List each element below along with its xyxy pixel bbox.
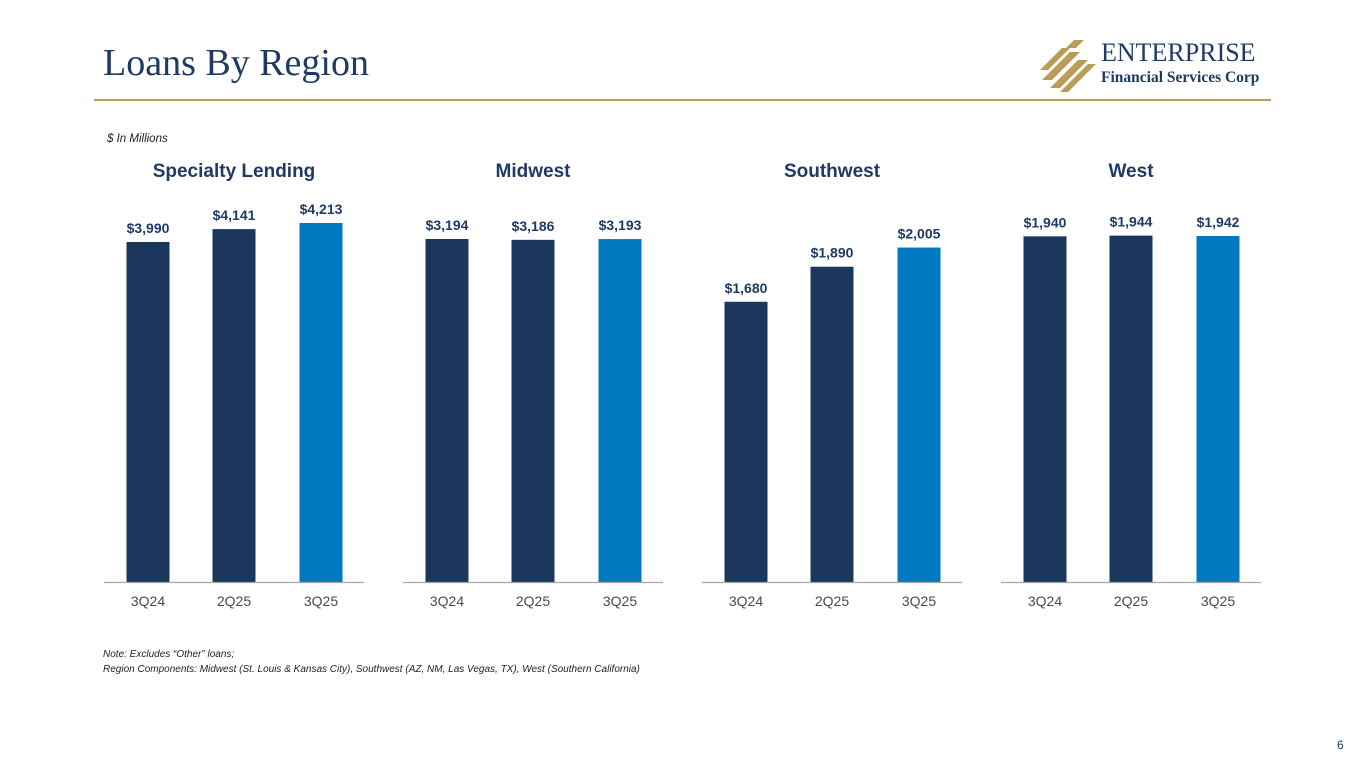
tick-label-southwest-3q25: 3Q25 [902, 593, 936, 609]
tick-label-west-3q24: 3Q24 [1028, 593, 1062, 609]
data-label-southwest-3q24: $1,680 [725, 280, 768, 296]
bar-midwest-2q25 [511, 239, 555, 582]
data-label-west-3q25: $1,942 [1197, 214, 1240, 230]
bar-southwest-3q24 [724, 301, 768, 582]
data-label-southwest-3q25: $2,005 [898, 226, 941, 242]
bar-specialty-lending-2q25 [212, 229, 256, 582]
tick-label-west-2q25: 2Q25 [1114, 593, 1148, 609]
bar-west-2q25 [1109, 235, 1153, 582]
chart-title-specialty-lending: Specialty Lending [153, 161, 316, 182]
page-title: Loans By Region [103, 42, 369, 84]
tick-label-specialty-lending-3q24: 3Q24 [131, 593, 165, 609]
data-label-specialty-lending-3q25: $4,213 [300, 201, 343, 217]
tick-label-southwest-2q25: 2Q25 [815, 593, 849, 609]
tick-label-midwest-3q25: 3Q25 [603, 593, 637, 609]
page-number: 6 [1337, 738, 1344, 752]
tick-label-west-3q25: 3Q25 [1201, 593, 1235, 609]
logo-name: ENTERPRISE [1101, 38, 1256, 67]
title-divider [94, 99, 1271, 101]
logo-tagline: Financial Services Corp [1101, 69, 1260, 86]
chart-title-southwest: Southwest [784, 161, 881, 182]
logo-mark-icon [1040, 40, 1096, 92]
data-label-specialty-lending-2q25: $4,141 [213, 207, 256, 223]
bar-southwest-3q25 [897, 247, 941, 582]
tick-label-southwest-3q24: 3Q24 [729, 593, 763, 609]
data-label-west-3q24: $1,940 [1024, 214, 1067, 230]
bar-midwest-3q24 [425, 238, 469, 582]
footnote: Note: Excludes “Other” loans; Region Com… [103, 647, 640, 677]
data-label-midwest-2q25: $3,186 [512, 218, 555, 234]
loans-by-region-charts: Specialty Lending $3,990 3Q24 $4,141 2Q25 $4,… [104, 161, 1261, 609]
tick-label-midwest-2q25: 2Q25 [516, 593, 550, 609]
units-note: $ In Millions [107, 133, 168, 145]
footnote-line-2: Region Components: Midwest (St. Louis & … [103, 664, 640, 675]
bar-specialty-lending-3q25 [299, 222, 343, 582]
data-label-west-2q25: $1,944 [1110, 214, 1153, 230]
footnote-line-1: Note: Excludes “Other” loans; [103, 649, 235, 660]
company-logo: ENTERPRISE Financial Services Corp [1040, 40, 1280, 95]
bar-west-3q25 [1196, 235, 1240, 583]
data-label-midwest-3q25: $3,193 [599, 217, 642, 233]
bar-southwest-2q25 [810, 266, 854, 582]
chart-title-midwest: Midwest [496, 161, 572, 182]
data-label-midwest-3q24: $3,194 [426, 217, 469, 233]
tick-label-midwest-3q24: 3Q24 [430, 593, 464, 609]
bar-midwest-3q25 [598, 239, 642, 582]
chart-title-west: West [1108, 161, 1154, 182]
data-label-specialty-lending-3q24: $3,990 [127, 220, 170, 236]
bar-specialty-lending-3q24 [126, 241, 170, 582]
bar-west-3q24 [1023, 236, 1067, 582]
tick-label-specialty-lending-2q25: 2Q25 [217, 593, 251, 609]
tick-label-specialty-lending-3q25: 3Q25 [304, 593, 338, 609]
data-label-southwest-2q25: $1,890 [811, 245, 854, 261]
